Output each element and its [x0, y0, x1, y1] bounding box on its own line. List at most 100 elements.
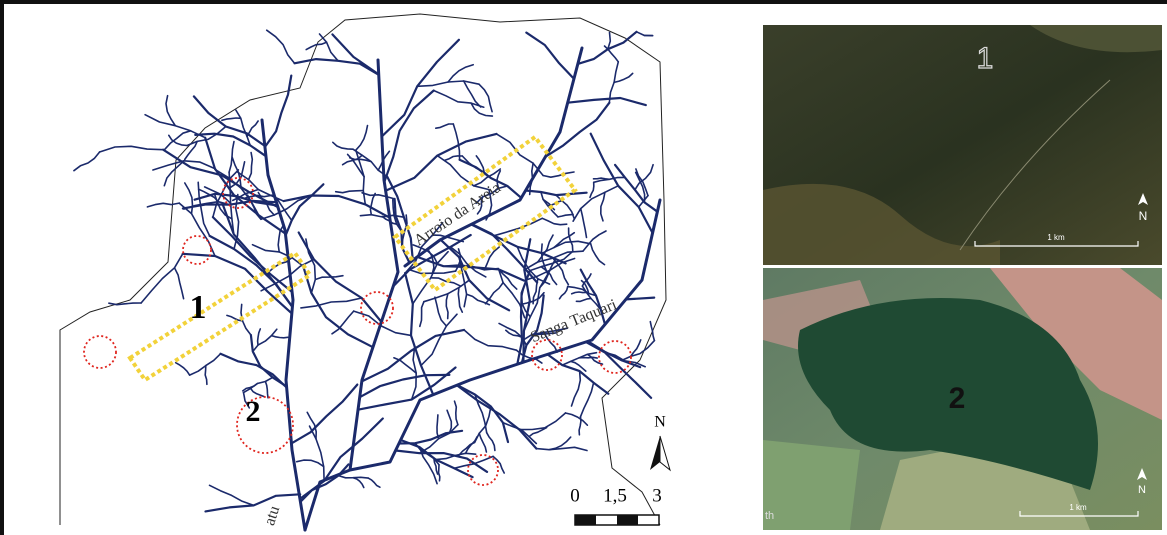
- scale-label: 0: [570, 485, 580, 506]
- stream: [420, 302, 424, 327]
- stream: [446, 294, 448, 319]
- stream: [421, 314, 457, 365]
- stream: [163, 150, 278, 208]
- stream: [362, 193, 395, 199]
- stream: [590, 182, 594, 197]
- inset-image-2: 2 N 1 km th: [763, 268, 1162, 530]
- stream: [420, 425, 458, 454]
- stream: [210, 236, 293, 307]
- stream: [338, 476, 368, 479]
- stream: [576, 299, 591, 302]
- stream: [566, 413, 588, 425]
- stream: [588, 354, 603, 364]
- stream: [336, 191, 364, 193]
- river-label: atu: [261, 504, 283, 528]
- stream: [441, 240, 510, 311]
- stream-map: 1 2 Arroio da Areia Sanga Taquari atu N …: [60, 14, 670, 530]
- stream: [147, 203, 179, 207]
- stream: [265, 382, 268, 398]
- attribution: th: [765, 510, 774, 522]
- area-label: 2: [246, 395, 261, 428]
- stream: [176, 363, 190, 375]
- stream: [455, 401, 458, 425]
- stream: [221, 354, 287, 388]
- scale-label: 3: [652, 485, 662, 506]
- stream: [622, 341, 655, 361]
- stream: [358, 368, 456, 410]
- stream: [437, 415, 439, 439]
- north-label: N: [1139, 209, 1148, 223]
- stream: [436, 124, 454, 128]
- stream: [305, 60, 398, 530]
- scale-bar: [575, 515, 596, 525]
- stream: [435, 297, 447, 326]
- stream-network: [74, 30, 660, 530]
- stream: [519, 413, 565, 430]
- inset-image-1: 1 N 1 km: [763, 25, 1162, 265]
- stream: [626, 298, 654, 300]
- stream: [526, 33, 574, 79]
- stream: [543, 172, 574, 177]
- stream: [448, 65, 473, 82]
- stream: [453, 124, 459, 160]
- stream: [272, 336, 288, 338]
- stream: [286, 184, 324, 235]
- stream: [614, 73, 633, 82]
- scale-bar: [617, 515, 638, 525]
- stream: [586, 342, 651, 398]
- stream: [368, 478, 380, 487]
- stream: [141, 254, 183, 303]
- stream: [297, 460, 324, 467]
- stream: [486, 283, 504, 304]
- stream: [299, 233, 382, 322]
- stream: [471, 103, 492, 116]
- stream: [573, 186, 618, 221]
- north-label: N: [654, 414, 666, 431]
- stream: [601, 192, 605, 221]
- stream: [258, 329, 261, 345]
- stream: [526, 191, 587, 196]
- stream: [591, 244, 605, 265]
- area-label: 1: [190, 289, 207, 326]
- stream: [165, 131, 191, 150]
- stream: [109, 303, 141, 305]
- stream: [267, 30, 295, 63]
- stream: [466, 437, 478, 454]
- stream: [370, 194, 375, 215]
- basin-outline: [60, 14, 666, 525]
- stream: [265, 76, 291, 147]
- stream: [295, 59, 379, 75]
- stream: [479, 433, 486, 452]
- stream: [249, 153, 253, 180]
- stream: [581, 383, 594, 417]
- stream: [356, 126, 368, 151]
- stream: [412, 346, 417, 399]
- stream: [333, 142, 353, 149]
- highlight-circle: [361, 292, 393, 324]
- stream: [636, 169, 648, 196]
- stream: [562, 353, 596, 365]
- stream: [222, 118, 241, 120]
- stream: [650, 322, 654, 341]
- stream: [301, 298, 362, 308]
- stream: [74, 152, 100, 171]
- stream: [205, 138, 285, 234]
- stream: [560, 287, 568, 299]
- north-label: N: [1138, 484, 1146, 496]
- stream: [581, 209, 587, 238]
- stream: [262, 120, 305, 530]
- stream: [568, 98, 646, 105]
- highlight-box: [130, 253, 310, 380]
- stream: [145, 115, 205, 138]
- stream: [206, 494, 301, 511]
- field: [763, 440, 860, 530]
- stream: [458, 288, 462, 313]
- stream: [382, 40, 459, 137]
- stream: [332, 34, 378, 74]
- figure: 1 2 Arroio da Areia Sanga Taquari atu N …: [0, 0, 1167, 535]
- stream: [301, 464, 348, 500]
- inset-label: 1: [977, 42, 994, 75]
- stream: [229, 142, 234, 173]
- stream: [439, 465, 440, 481]
- stream: [457, 385, 537, 448]
